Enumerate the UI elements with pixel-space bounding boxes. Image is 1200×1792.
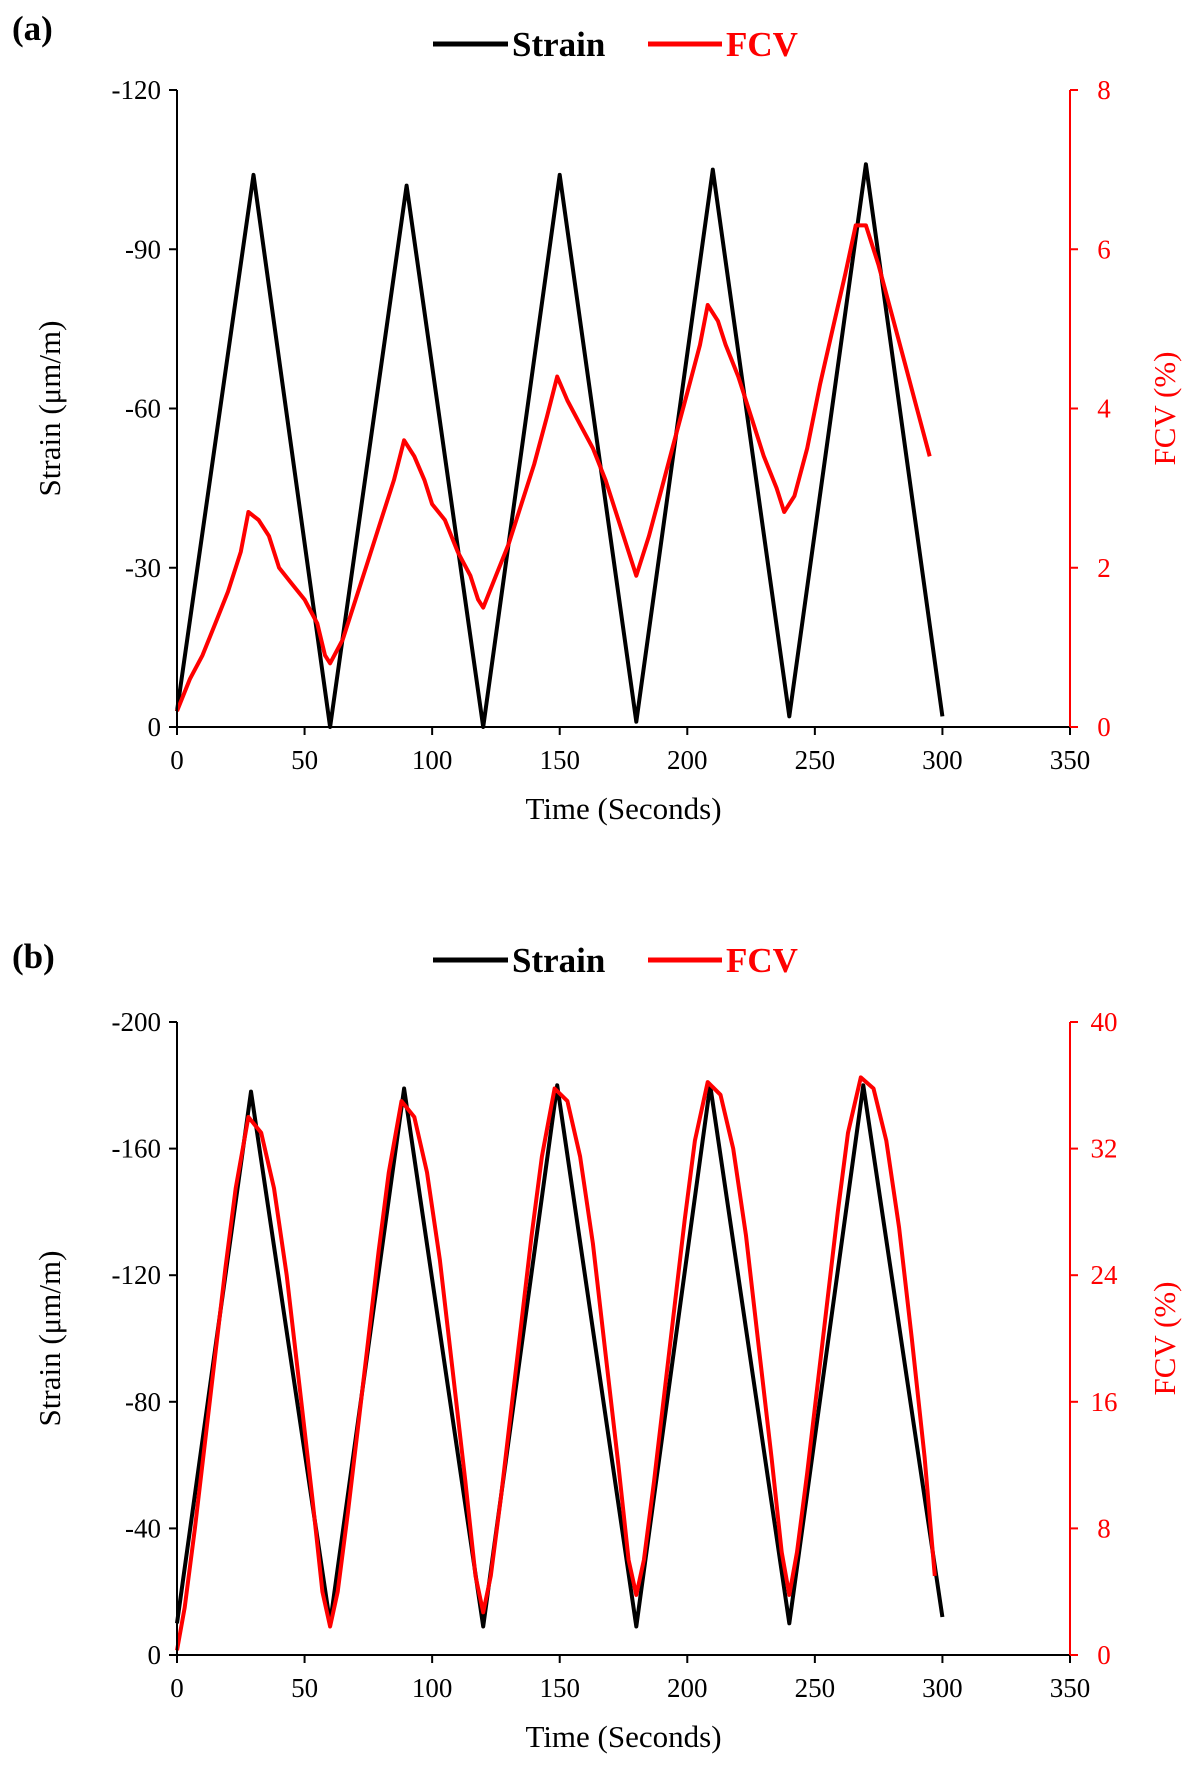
chart-panel-b: 0 50 100 150 200 250 300 3500-40-80-120-160-200… [12, 937, 1182, 1754]
x-tick-label: 250 [795, 745, 836, 775]
x-tick-label: 0 [170, 1673, 184, 1703]
legend-label-strain: Strain [512, 25, 605, 64]
legend-label-fcv: FCV [726, 25, 798, 64]
y2-axis-title: FCV (%) [1147, 1282, 1182, 1396]
x-tick-label: 50 [291, 745, 318, 775]
y2-tick-label: 16 [1091, 1387, 1118, 1417]
y2-tick-label: 32 [1091, 1134, 1118, 1164]
x-axis-title: Time (Seconds) [525, 1719, 721, 1754]
chart-panel-a: 0 50 100 150 200 250 300 3500-30-60-90-12002468… [12, 9, 1182, 826]
y-tick-label: -40 [125, 1513, 161, 1543]
panel-label: (a) [12, 9, 53, 48]
y-tick-label: -160 [112, 1134, 162, 1164]
x-tick-label: 200 [667, 745, 708, 775]
x-tick-label: 200 [667, 1673, 708, 1703]
x-tick-label: 0 [170, 745, 184, 775]
x-tick-label: 100 [412, 745, 453, 775]
y-tick-label: -30 [125, 553, 161, 583]
y-tick-label: -120 [112, 75, 162, 105]
y-tick-label: 0 [148, 712, 162, 742]
y2-tick-label: 0 [1097, 1640, 1111, 1670]
y-axis-title: Strain (μm/m) [32, 1251, 67, 1427]
y-tick-label: -120 [112, 1260, 162, 1290]
series-line-strain [175, 162, 945, 729]
x-tick-label: 50 [291, 1673, 318, 1703]
x-tick-label: 350 [1050, 745, 1091, 775]
y2-tick-label: 40 [1091, 1007, 1118, 1037]
legend-label-fcv: FCV [726, 941, 798, 980]
legend-label-strain: Strain [512, 941, 605, 980]
y-tick-label: -80 [125, 1387, 161, 1417]
series-line-strain [175, 1083, 945, 1629]
x-tick-label: 300 [922, 1673, 963, 1703]
y2-tick-label: 8 [1097, 75, 1111, 105]
y-tick-label: 0 [148, 1640, 162, 1670]
y-tick-label: -60 [125, 394, 161, 424]
x-tick-label: 150 [539, 1673, 580, 1703]
y2-tick-label: 0 [1097, 712, 1111, 742]
y2-tick-label: 6 [1097, 234, 1111, 264]
y2-tick-label: 2 [1097, 553, 1111, 583]
y-tick-label: -90 [125, 234, 161, 264]
x-tick-label: 250 [795, 1673, 836, 1703]
series-line-fcv [175, 223, 932, 712]
x-tick-label: 300 [922, 745, 963, 775]
x-tick-label: 150 [539, 745, 580, 775]
y2-axis-title: FCV (%) [1147, 352, 1182, 466]
y2-tick-label: 4 [1097, 394, 1111, 424]
x-tick-label: 100 [412, 1673, 453, 1703]
panel-label: (b) [12, 937, 55, 976]
series-line-fcv [175, 1075, 937, 1651]
x-axis-title: Time (Seconds) [525, 791, 721, 826]
y2-tick-label: 24 [1091, 1260, 1119, 1290]
y-axis-title: Strain (μm/m) [32, 321, 67, 497]
x-tick-label: 350 [1050, 1673, 1091, 1703]
y2-tick-label: 8 [1097, 1513, 1111, 1543]
y-tick-label: -200 [112, 1007, 162, 1037]
